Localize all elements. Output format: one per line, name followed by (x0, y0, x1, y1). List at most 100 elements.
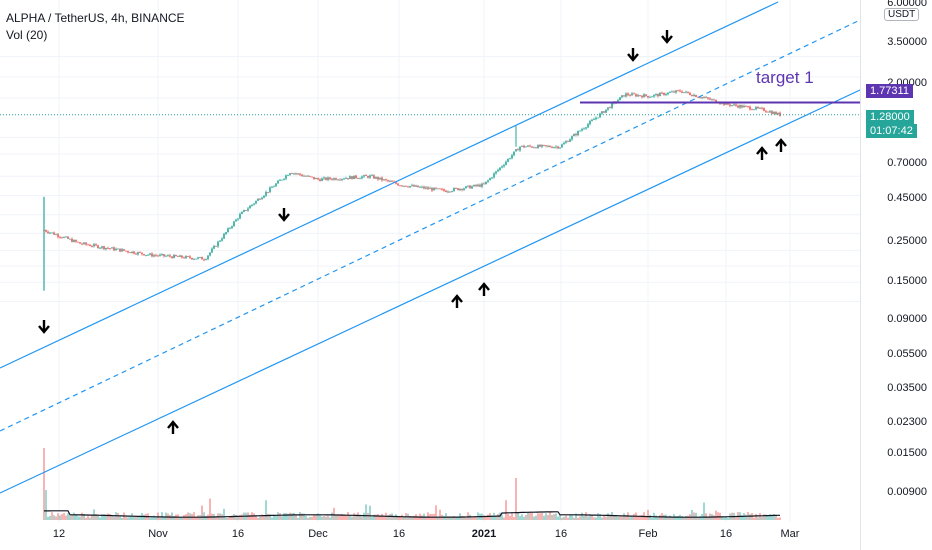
candle (567, 140, 569, 143)
volume-bar (261, 514, 263, 520)
candle (447, 190, 449, 194)
time-tick: 16 (392, 528, 406, 540)
candle (765, 109, 767, 113)
volume-bar (637, 515, 639, 520)
candle (297, 173, 299, 175)
candle (741, 104, 743, 109)
candle (363, 174, 365, 178)
candle (417, 185, 419, 188)
candle (193, 258, 195, 261)
candle (413, 184, 415, 187)
candle (739, 104, 741, 109)
candle (265, 190, 267, 198)
candle (737, 104, 739, 109)
candle (541, 144, 543, 149)
volume-bar (647, 509, 649, 520)
candle (355, 174, 357, 180)
candle (107, 246, 109, 250)
volume-bar (573, 517, 575, 520)
candle (109, 248, 111, 250)
candle (641, 95, 643, 99)
volume-bar (235, 515, 237, 520)
candle (731, 104, 733, 107)
candle (729, 103, 731, 108)
candle (495, 171, 497, 175)
price-axis[interactable]: 6.00000 3.50000 2.00000 0.70000 0.45000 … (860, 0, 932, 550)
volume-bar (771, 514, 773, 520)
volume-bar (583, 516, 585, 520)
candle (473, 184, 475, 187)
volume-bar (717, 512, 719, 520)
price-tick: 0.15000 (887, 275, 927, 287)
candle (747, 105, 749, 108)
candle (445, 189, 447, 193)
candle (513, 151, 515, 157)
resistance-arrow-icon (278, 208, 290, 222)
volume-bar (237, 516, 239, 520)
candle (271, 185, 273, 188)
volume-bar (599, 513, 601, 520)
candle (555, 145, 557, 149)
volume-bar (755, 514, 757, 520)
channel-median-line[interactable] (0, 19, 861, 432)
candle (475, 184, 477, 188)
candle (415, 184, 417, 187)
candle (533, 146, 535, 149)
target-label: target 1 (756, 68, 814, 87)
volume-bar (421, 515, 423, 520)
candle (191, 257, 193, 261)
candle (499, 167, 501, 172)
volume-bar (163, 517, 165, 520)
volume-bar (671, 516, 673, 520)
candle (371, 173, 373, 177)
volume-bar (309, 516, 311, 520)
volume-bar (767, 515, 769, 520)
volume-bar (769, 514, 771, 520)
candle (289, 173, 291, 176)
candle (479, 183, 481, 188)
candle (299, 173, 301, 176)
volume-bar (107, 513, 109, 520)
candle (53, 231, 55, 235)
candle (111, 247, 113, 249)
candle (515, 148, 517, 152)
volume-bar (471, 516, 473, 520)
volume-bar (389, 514, 391, 520)
candle (647, 95, 649, 99)
candle (385, 178, 387, 182)
volume-bar (333, 507, 335, 520)
volume-bar (379, 516, 381, 520)
volume-bar (383, 515, 385, 520)
candle (335, 177, 337, 181)
channel-upper-line[interactable] (0, 1, 779, 369)
candle (209, 252, 211, 257)
candle (703, 96, 705, 99)
channel-lower-line[interactable] (0, 89, 861, 494)
volume-bar (171, 512, 173, 520)
volume-bar (603, 515, 605, 520)
candle (631, 92, 633, 96)
candle (315, 177, 317, 180)
candle (45, 229, 47, 233)
volume-bar (135, 515, 137, 520)
candle (281, 179, 283, 181)
candle (761, 106, 763, 110)
volume-bar (639, 515, 641, 520)
candle (257, 198, 259, 202)
candle (601, 110, 603, 115)
volume-bar (759, 513, 761, 520)
candle (637, 93, 639, 98)
candle (305, 175, 307, 177)
candle (117, 248, 119, 250)
volume-bar (691, 509, 693, 520)
candle (669, 91, 671, 94)
candle (433, 187, 435, 191)
volume-bar (289, 512, 291, 520)
volume-bar (325, 516, 327, 520)
volume-bar (59, 515, 61, 520)
candle (83, 242, 85, 245)
currency-badge[interactable]: USDT (884, 8, 920, 21)
candle (411, 183, 413, 187)
candle (701, 96, 703, 100)
